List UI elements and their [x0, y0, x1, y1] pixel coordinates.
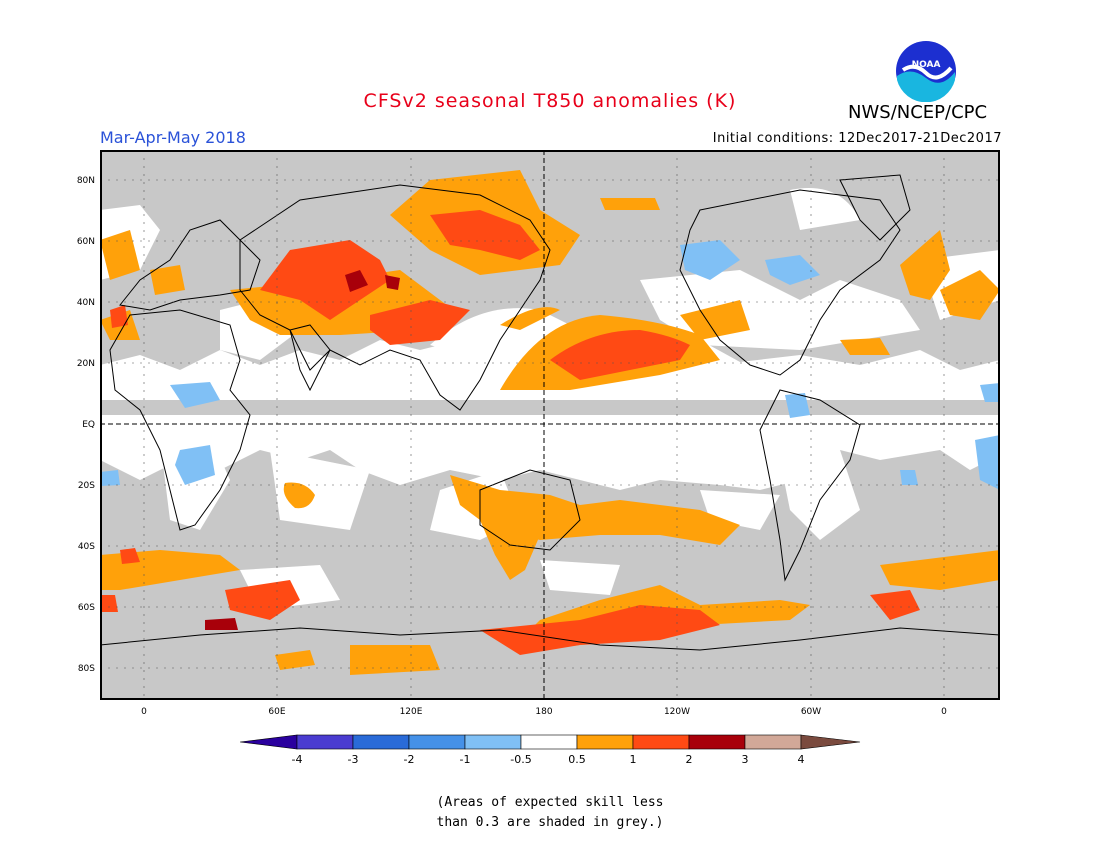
colorbar-swatch [296, 734, 354, 750]
logo-text: NOAA [912, 60, 941, 70]
lat-label: 80N [77, 176, 95, 186]
skill-note-line: (Areas of expected skill less [436, 795, 664, 810]
anomaly-1-2-regions [100, 210, 920, 655]
agency-label: NWS/NCEP/CPC [848, 102, 988, 123]
colorbar-swatch [240, 734, 298, 750]
colorbar-tick: 4 [798, 753, 805, 766]
latitude-axis: 80N 60N 40N 20N EQ 20S 40S 60S 80S [77, 176, 95, 674]
lat-label: 80S [78, 664, 95, 674]
lon-label: 120W [664, 707, 690, 717]
anomaly-neg-regions [100, 240, 1000, 490]
lat-label: 40N [77, 298, 95, 308]
lon-label: 0 [141, 707, 147, 717]
map-title: CFSv2 seasonal T850 anomalies (K) [363, 90, 737, 112]
lat-label: 60N [77, 237, 95, 247]
colorbar-tick: -0.5 [510, 753, 531, 766]
colorbar-swatch [800, 734, 861, 750]
skill-note: (Areas of expected skill less than 0.3 a… [0, 793, 1100, 833]
colorbar-tick: 3 [742, 753, 749, 766]
colorbar-swatch [688, 734, 746, 750]
colorbar-swatch [464, 734, 522, 750]
lon-label: 60E [268, 707, 285, 717]
colorbar-tick: 2 [686, 753, 693, 766]
lat-label: 20S [78, 481, 95, 491]
lon-label: 60W [801, 707, 821, 717]
colorbar-swatch [408, 734, 466, 750]
anomaly-map [100, 150, 1000, 700]
colorbar-tick: -3 [348, 753, 359, 766]
colorbar-tick: 1 [630, 753, 637, 766]
colorbar-swatch [744, 734, 802, 750]
graticule [100, 150, 1000, 700]
lat-label: 20N [77, 359, 95, 369]
coastlines [100, 174, 1000, 651]
noaa-logo: NOAA [896, 41, 956, 102]
colorbar-swatch [576, 734, 634, 750]
colorbar-swatch [520, 734, 578, 750]
colorbar-tick: -1 [460, 753, 471, 766]
initial-conditions-label: Initial conditions: 12Dec2017-21Dec2017 [712, 131, 1002, 146]
colorbar-tick: -2 [404, 753, 415, 766]
lon-label: 0 [941, 707, 947, 717]
map-frame [100, 150, 1000, 700]
longitude-axis: 0 60E 120E 180 120W 60W 0 [141, 707, 947, 717]
lon-label: 180 [535, 707, 552, 717]
lat-label: 60S [78, 603, 95, 613]
season-label: Mar-Apr-May 2018 [100, 128, 246, 147]
colorbar-swatch [632, 734, 690, 750]
lat-label: 40S [78, 542, 95, 552]
anomaly-2-3-regions [205, 270, 400, 630]
skill-note-line: than 0.3 are shaded in grey.) [436, 815, 664, 830]
lon-label: 120E [400, 707, 423, 717]
colorbar-tick: -4 [292, 753, 303, 766]
colorbar: -4 -3 -2 -1 -0.5 0.5 1 2 3 4 [240, 734, 861, 766]
colorbar-tick: 0.5 [568, 753, 586, 766]
lat-label: EQ [82, 420, 95, 430]
colorbar-swatch [352, 734, 410, 750]
